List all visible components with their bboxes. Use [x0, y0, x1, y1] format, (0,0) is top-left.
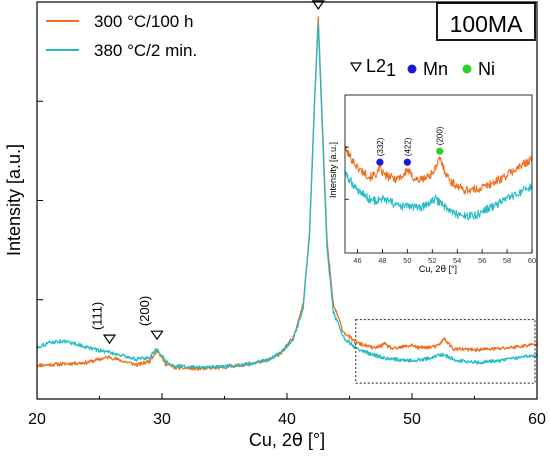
- inset-peak-annotations: (332) (422) (200): [376, 126, 445, 166]
- phase-label-l21: L21: [366, 56, 396, 80]
- x-tick-label-60: 60: [528, 411, 546, 428]
- legend-label-380C: 380 °C/2 min.: [94, 41, 197, 60]
- inset-peak-label-332: (332): [376, 137, 385, 156]
- peak-triangle-icon: [150, 330, 164, 341]
- inset-background: [345, 95, 532, 253]
- inset-peak-marker-mn: [376, 158, 384, 166]
- inset-peak-label-422: (422): [403, 137, 412, 156]
- peak-triangle-icon: [311, 0, 325, 10]
- inset-x-tick-label-50: 50: [403, 256, 411, 265]
- inset-series-line-380-c-2-min: [345, 171, 532, 221]
- inset-plot: 46 48 50 52 54 56 58 60 (332) (422) (200) Cu, 2θ …: [328, 94, 536, 275]
- ni-marker-icon: [462, 64, 472, 74]
- x-tick-label-20: 20: [28, 411, 46, 428]
- inset-x-tick-label-48: 48: [378, 256, 386, 265]
- inset-x-tick-label-58: 58: [503, 256, 511, 265]
- main-y-ticks: [37, 100, 43, 301]
- legend: 300 °C/100 h 380 °C/2 min.: [46, 12, 197, 60]
- inset-x-tick-label-54: 54: [453, 256, 461, 265]
- sample-label: 100MA: [450, 11, 524, 37]
- l21-triangle-icon: [349, 62, 363, 73]
- phase-legend: L21 Mn Ni: [349, 56, 495, 80]
- inset-x-tick-label-56: 56: [478, 256, 486, 265]
- inset-peak-marker-mn: [403, 158, 411, 166]
- phase-label-mn: Mn: [423, 59, 448, 79]
- inset-x-ticks: 46 48 50 52 54 56 58 60: [345, 146, 536, 265]
- main-peak-annotations: (111)(200)(220): [90, 0, 325, 345]
- inset-frame: [344, 94, 533, 254]
- x-tick-label-40: 40: [278, 411, 296, 428]
- inset-peak-marker-ni: [436, 147, 444, 155]
- x-tick-label-30: 30: [153, 411, 171, 428]
- inset-y-axis-label: Intensity [a.u.]: [328, 142, 338, 198]
- main-plot-series: [37, 16, 537, 371]
- inset-x-tick-label-46: 46: [353, 256, 361, 265]
- main-y-axis-label: Intensity [a.u.]: [4, 144, 24, 256]
- main-x-axis-label: Cu, 2θ [°]: [249, 430, 325, 451]
- mn-marker-icon: [407, 64, 417, 74]
- sample-label-box: 100MA: [436, 2, 536, 41]
- peak-label-111: (111): [90, 302, 105, 330]
- phase-label-ni: Ni: [478, 59, 495, 79]
- main-x-ticks: 20 30 40 50 60: [28, 393, 546, 428]
- peak-triangle-icon: [102, 334, 117, 345]
- series-line-380-c-2-min: [37, 22, 537, 370]
- inset-x-tick-label-60: 60: [528, 256, 536, 265]
- inset-peak-label-200: (200): [436, 126, 445, 145]
- inset-x-tick-label-52: 52: [428, 256, 436, 265]
- legend-label-300C: 300 °C/100 h: [94, 12, 193, 31]
- inset-x-axis-label: Cu, 2θ [°]: [419, 264, 457, 275]
- inset-plot-series: [345, 145, 532, 221]
- inset-series-line-300-c-100-h: [345, 145, 532, 195]
- inset-region-box: [355, 319, 536, 384]
- x-tick-label-50: 50: [403, 411, 421, 428]
- peak-label-200: (200): [137, 296, 152, 326]
